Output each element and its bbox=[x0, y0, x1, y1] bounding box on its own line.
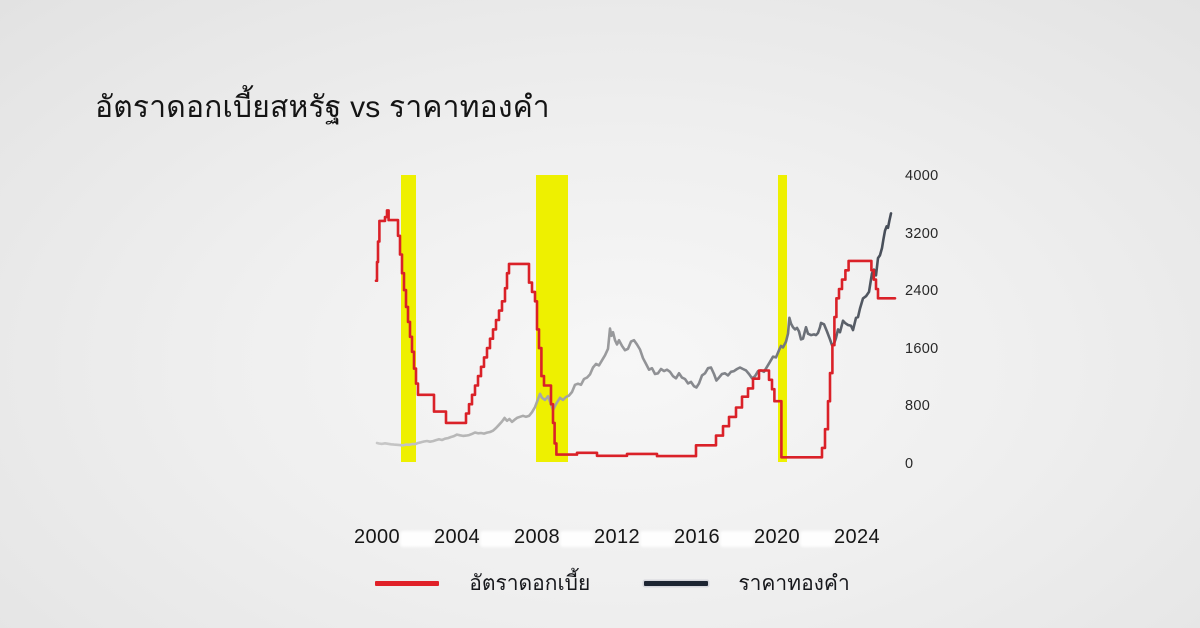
x-axis-highlight-strip bbox=[560, 531, 594, 547]
y-tick-label: 800 bbox=[905, 398, 931, 415]
legend-item-gold-price: ราคาทองคำ bbox=[644, 567, 850, 600]
x-axis-highlight-strip bbox=[400, 531, 434, 547]
y-tick-label: 1600 bbox=[905, 340, 939, 357]
recession-band bbox=[778, 175, 787, 462]
legend-label-interest-rate: อัตราดอกเบี้ย bbox=[469, 571, 591, 595]
y-tick-label: 2400 bbox=[905, 283, 939, 300]
interest-rate-line-swatch bbox=[375, 580, 440, 586]
x-tick-label: 2024 bbox=[833, 526, 881, 548]
x-axis-highlight-strip bbox=[480, 531, 514, 547]
y-tick-label: 4000 bbox=[905, 168, 939, 184]
legend: อัตราดอกเบี้ย ราคาทองคำ bbox=[340, 568, 885, 598]
x-tick-label: 2008 bbox=[513, 526, 561, 548]
legend-label-gold-price: ราคาทองคำ bbox=[738, 571, 850, 595]
x-tick-label: 2012 bbox=[593, 526, 641, 548]
interest-rate-line bbox=[374, 209, 897, 459]
page-title: อัตราดอกเบี้ยสหรัฐ vs ราคาทองคำ bbox=[95, 91, 550, 124]
x-tick-label: 2016 bbox=[673, 526, 721, 548]
x-tick-label: 2020 bbox=[753, 526, 801, 548]
gold-price-line-swatch bbox=[644, 580, 709, 586]
gold-price-line bbox=[375, 212, 893, 447]
x-tick-label: 2004 bbox=[433, 526, 481, 548]
x-axis-highlight-strip bbox=[640, 531, 674, 547]
y-tick-label: 0 bbox=[905, 456, 914, 472]
x-axis-highlight-strip bbox=[800, 531, 834, 547]
x-tick-label: 2000 bbox=[353, 526, 401, 548]
legend-item-interest-rate: อัตราดอกเบี้ย bbox=[375, 567, 590, 600]
y-tick-label: 3200 bbox=[905, 225, 939, 242]
x-axis-highlight-strip bbox=[720, 531, 754, 547]
